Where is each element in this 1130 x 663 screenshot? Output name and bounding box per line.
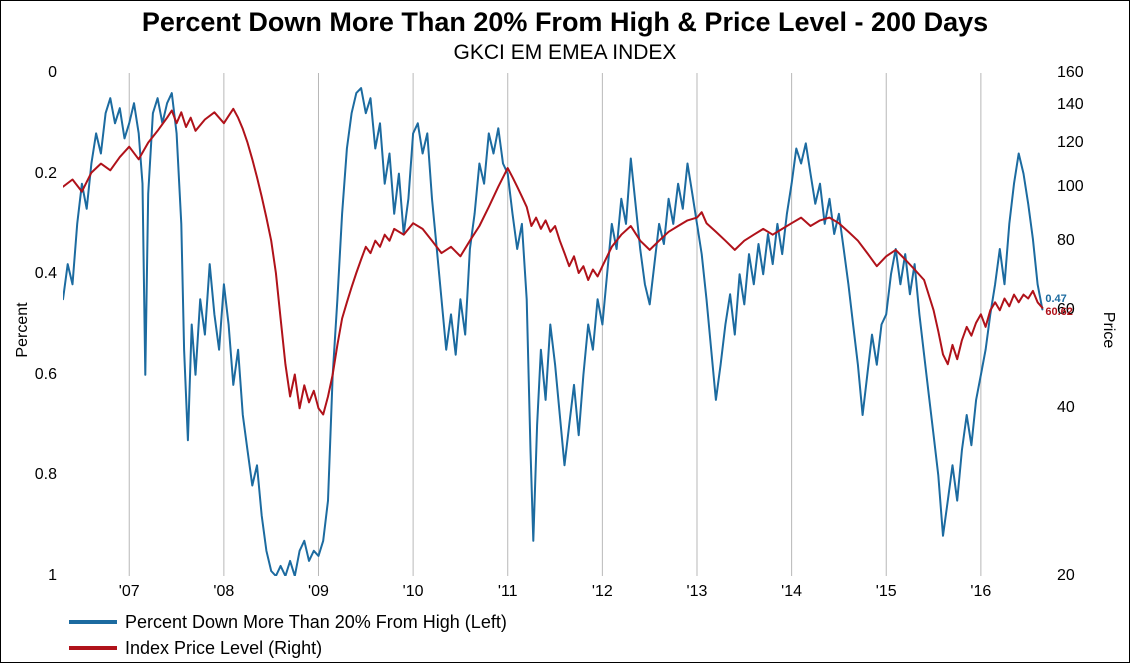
left-tick-label: 0.2: [34, 164, 57, 182]
x-tick-label: '14: [781, 583, 803, 600]
blue-series-end-label: 0.47: [1045, 293, 1067, 306]
price-level-line: [63, 107, 1044, 416]
left-tick-label: 1: [48, 567, 57, 584]
percent-down-line: [63, 87, 1044, 576]
x-tick-label: '10: [402, 583, 424, 600]
right-tick-label: 40: [1057, 399, 1075, 417]
x-tick-label: '09: [308, 583, 329, 600]
right-tick-label: 100: [1057, 177, 1084, 195]
right-axis-title: Price: [1100, 311, 1117, 349]
chart-title: Percent Down More Than 20% From High & P…: [141, 7, 989, 37]
legend-label-price-level: Index Price Level (Right): [125, 637, 323, 658]
plot-area: [63, 73, 1044, 576]
legend-label-percent-down: Percent Down More Than 20% From High (Le…: [125, 611, 507, 632]
chart-subtitle: GKCI EM EMEA INDEX: [453, 41, 677, 64]
red-line-swatch: [69, 646, 117, 650]
red-series-end-label: 60.62: [1045, 305, 1073, 318]
right-tick-label: 140: [1057, 96, 1084, 114]
x-tick-label: '12: [591, 583, 613, 600]
x-tick-label: '15: [875, 583, 897, 600]
x-tick-label: '07: [118, 583, 140, 600]
legend: Percent Down More Than 20% From High (Le…: [69, 609, 507, 661]
legend-item-percent-down: Percent Down More Than 20% From High (Le…: [69, 609, 507, 635]
left-tick-label: 0.8: [34, 466, 57, 484]
right-tick-label: 160: [1057, 64, 1084, 81]
blue-line-swatch: [69, 620, 117, 624]
left-tick-label: 0.6: [34, 365, 57, 383]
left-tick-label: 0: [48, 64, 57, 81]
right-tick-label: 60: [1057, 301, 1075, 319]
right-tick-label: 20: [1057, 567, 1075, 584]
legend-item-price-level: Index Price Level (Right): [69, 635, 507, 661]
right-tick-label: 80: [1057, 231, 1075, 249]
left-tick-label: 0.4: [34, 265, 57, 283]
x-tick-label: '13: [686, 583, 708, 600]
x-tick-label: '08: [213, 583, 235, 600]
x-tick-label: '16: [970, 583, 992, 600]
right-tick-label: 120: [1057, 133, 1084, 151]
x-tick-label: '11: [497, 583, 518, 600]
